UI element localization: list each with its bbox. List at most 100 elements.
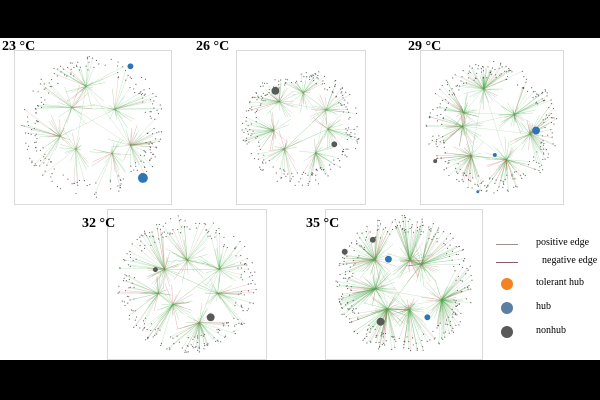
edge <box>387 308 409 311</box>
node <box>444 108 446 111</box>
node <box>535 101 538 103</box>
edge <box>201 281 218 294</box>
nonhub-swatch <box>501 326 513 338</box>
edge <box>86 82 106 87</box>
edge <box>79 69 87 87</box>
node <box>369 328 372 330</box>
edge <box>152 291 159 294</box>
node <box>339 160 341 162</box>
node <box>44 153 46 155</box>
node <box>40 78 42 80</box>
edge <box>199 322 207 329</box>
edge <box>210 293 218 298</box>
edge <box>421 231 444 265</box>
edge <box>387 307 411 310</box>
edge <box>130 133 153 146</box>
node <box>344 154 346 156</box>
node <box>139 154 142 156</box>
node <box>338 284 341 286</box>
node <box>435 158 438 160</box>
edge <box>108 105 115 110</box>
node <box>255 121 257 123</box>
node <box>311 76 313 78</box>
edge <box>387 295 400 310</box>
node <box>460 312 462 315</box>
edge <box>151 269 165 285</box>
edge <box>132 243 165 270</box>
edges <box>242 74 358 184</box>
node <box>408 347 410 350</box>
edge <box>461 151 472 156</box>
edge <box>409 309 422 329</box>
node <box>136 238 138 241</box>
legend-nonhub: nonhub <box>490 324 600 342</box>
node <box>124 69 127 72</box>
edge <box>95 108 115 110</box>
edge <box>396 227 410 261</box>
edge <box>421 244 451 265</box>
edge <box>106 109 115 111</box>
node <box>256 99 258 101</box>
node <box>491 67 494 69</box>
node <box>350 286 352 288</box>
edge <box>374 308 388 311</box>
node <box>396 226 398 228</box>
node <box>117 175 119 177</box>
node <box>192 338 194 340</box>
edge <box>404 217 410 261</box>
edge <box>514 133 530 140</box>
edge <box>387 264 422 310</box>
edge <box>158 269 165 294</box>
node <box>546 95 548 97</box>
node <box>477 65 480 67</box>
node <box>187 351 189 353</box>
node <box>526 90 529 92</box>
node <box>195 345 197 348</box>
node <box>291 173 293 175</box>
edge <box>266 129 274 131</box>
edge <box>86 86 105 102</box>
edge <box>57 101 72 108</box>
node <box>447 162 449 164</box>
node <box>447 247 449 249</box>
edge <box>514 87 523 115</box>
edge <box>385 308 388 323</box>
node <box>349 318 351 320</box>
node <box>139 327 141 329</box>
node <box>346 280 348 282</box>
node <box>224 336 226 338</box>
edge <box>35 136 61 165</box>
node <box>151 133 154 135</box>
node <box>73 182 75 184</box>
node <box>356 142 358 144</box>
edge <box>424 299 442 317</box>
node <box>33 165 35 167</box>
edge <box>408 309 410 323</box>
node <box>246 309 248 312</box>
edge <box>197 317 200 323</box>
node <box>445 106 448 109</box>
node <box>541 141 543 143</box>
node <box>422 231 424 233</box>
node <box>301 184 304 186</box>
edge <box>110 153 113 182</box>
node <box>144 78 147 80</box>
edge <box>57 133 76 150</box>
node <box>436 327 438 329</box>
node <box>312 77 315 79</box>
node <box>431 238 433 240</box>
node <box>412 344 414 346</box>
edge <box>187 232 208 261</box>
node <box>421 339 423 342</box>
node <box>169 233 171 235</box>
node <box>344 277 346 279</box>
edge <box>457 111 465 113</box>
edge <box>112 153 132 156</box>
node <box>436 241 438 243</box>
node <box>123 259 125 261</box>
edge <box>176 242 188 261</box>
node <box>251 274 253 277</box>
node <box>443 169 445 171</box>
edge <box>396 260 410 277</box>
edge <box>114 109 126 118</box>
